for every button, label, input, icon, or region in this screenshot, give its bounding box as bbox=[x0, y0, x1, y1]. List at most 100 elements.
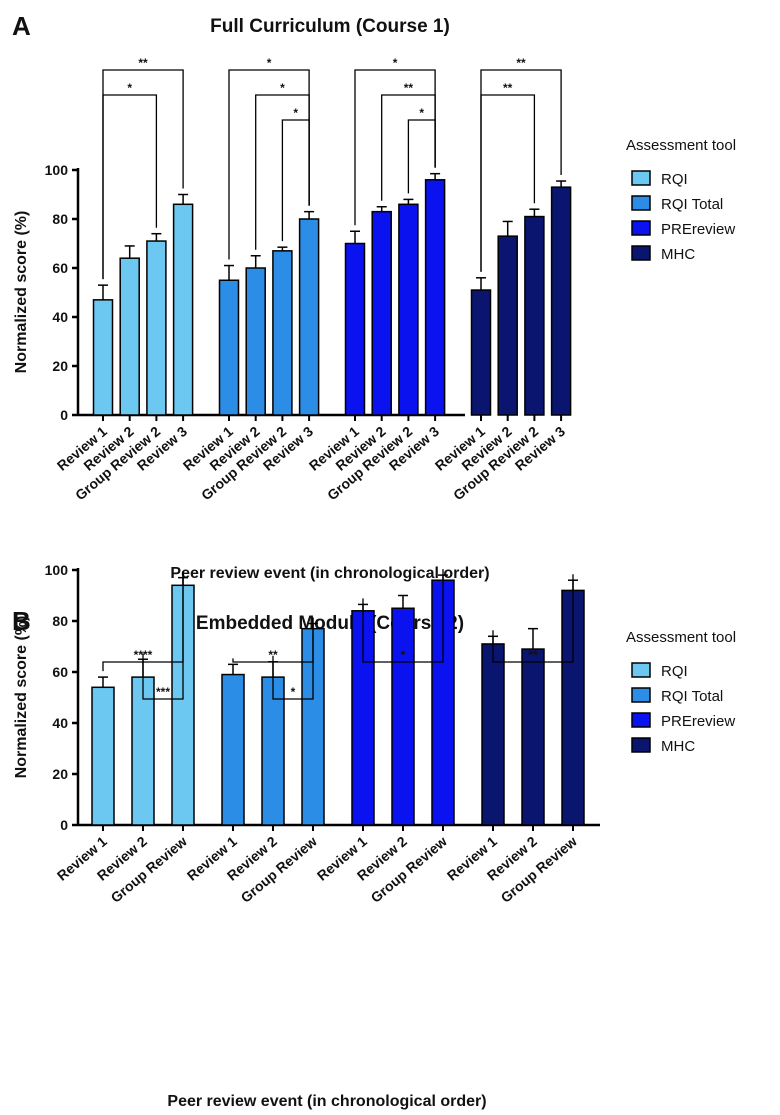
y-tick-label: 0 bbox=[60, 817, 68, 833]
bracket-line bbox=[142, 571, 184, 700]
significance-label: * bbox=[267, 56, 272, 70]
legend-label: MHC bbox=[661, 246, 695, 263]
significance-bracket: * bbox=[102, 81, 158, 280]
legend-label: PREreview bbox=[661, 713, 735, 730]
chart-panel-a: A Full Curriculum (Course 1) 0 20 40 60 80 100 N… bbox=[12, 11, 736, 582]
significance-label: * bbox=[280, 81, 285, 95]
y-axis-label: Normalized score (%) bbox=[13, 616, 30, 779]
bar bbox=[391, 607, 415, 826]
significance-bracket: ** bbox=[480, 56, 562, 272]
y-tick-label: 80 bbox=[52, 211, 68, 227]
x-axis-label: Peer review event (in chronological orde… bbox=[167, 1093, 486, 1110]
significance-bracket: * bbox=[228, 56, 310, 260]
significance-bracket: ** bbox=[492, 574, 574, 663]
bracket-line bbox=[354, 69, 436, 226]
significance-label: * bbox=[401, 648, 406, 662]
bar bbox=[470, 289, 492, 416]
panel-letter: B bbox=[12, 606, 31, 636]
significance-label: ** bbox=[268, 648, 278, 662]
bracket-line bbox=[480, 69, 562, 272]
y-tick-label: 100 bbox=[45, 562, 69, 578]
bar bbox=[371, 210, 392, 416]
legend: Assessment tool RQI RQI Total PREreview MHC bbox=[626, 629, 736, 755]
legend-label: RQI Total bbox=[661, 688, 723, 705]
bracket-line bbox=[102, 69, 184, 280]
y-tick-label: 20 bbox=[52, 766, 68, 782]
significance-bracket: * bbox=[354, 56, 436, 226]
bar bbox=[424, 179, 446, 416]
bracket-line bbox=[407, 119, 436, 194]
legend-label: RQI Total bbox=[661, 196, 723, 213]
y-tick-label: 60 bbox=[52, 664, 68, 680]
significance-label: * bbox=[127, 81, 132, 95]
significance-label: * bbox=[419, 106, 424, 120]
bar bbox=[172, 203, 194, 416]
significance-bracket: ** bbox=[480, 81, 536, 272]
significance-bracket: * bbox=[362, 569, 444, 663]
x-axis-label: Peer review event (in chronological orde… bbox=[170, 565, 489, 582]
bar bbox=[91, 686, 115, 826]
bar bbox=[92, 299, 114, 416]
bar bbox=[344, 242, 366, 416]
legend-title: Assessment tool bbox=[626, 137, 736, 154]
bar bbox=[550, 186, 572, 416]
panel-letter: A bbox=[12, 11, 31, 41]
significance-label: ** bbox=[404, 81, 414, 95]
bracket-line bbox=[281, 119, 310, 242]
significance-label: ** bbox=[503, 81, 513, 95]
y-tick-label: 100 bbox=[45, 162, 69, 178]
y-axis-label: Normalized score (%) bbox=[13, 211, 30, 374]
legend-label: MHC bbox=[661, 738, 695, 755]
legend-label: PREreview bbox=[661, 221, 735, 238]
bar bbox=[298, 218, 320, 416]
bar bbox=[119, 257, 140, 416]
legend-swatch bbox=[631, 662, 651, 678]
y-tick-label: 40 bbox=[52, 309, 68, 325]
legend-swatch bbox=[631, 245, 651, 261]
bracket-line bbox=[362, 569, 444, 663]
significance-bracket: *** bbox=[142, 571, 184, 700]
bracket-line bbox=[492, 574, 574, 663]
legend-swatch bbox=[631, 220, 651, 236]
bracket-line bbox=[102, 94, 158, 280]
significance-label: ** bbox=[516, 56, 526, 70]
y-tick-label: 60 bbox=[52, 260, 68, 276]
legend-label: RQI bbox=[661, 171, 688, 188]
chart-title: Embedded Module (Course 2) bbox=[196, 613, 464, 634]
y-tick-label: 0 bbox=[60, 407, 68, 423]
bar bbox=[524, 215, 545, 416]
bracket-line bbox=[228, 69, 310, 260]
significance-bracket: * bbox=[281, 106, 310, 242]
y-tick-label: 20 bbox=[52, 358, 68, 374]
y-tick-label: 40 bbox=[52, 715, 68, 731]
significance-bracket: ** bbox=[102, 56, 184, 280]
legend-swatch bbox=[631, 195, 651, 211]
legend-title: Assessment tool bbox=[626, 629, 736, 646]
legend-swatch bbox=[631, 687, 651, 703]
bracket-line bbox=[480, 94, 536, 272]
significance-label: ** bbox=[138, 56, 148, 70]
bracket-line bbox=[272, 617, 314, 700]
bar bbox=[245, 267, 266, 416]
legend-swatch bbox=[631, 712, 651, 728]
bar bbox=[272, 250, 293, 416]
bar bbox=[146, 240, 167, 416]
bar bbox=[221, 673, 245, 826]
legend-label: RQI bbox=[661, 663, 688, 680]
y-tick-label: 80 bbox=[52, 613, 68, 629]
bar bbox=[481, 643, 505, 826]
significance-label: *** bbox=[156, 685, 170, 699]
significance-label: * bbox=[293, 106, 298, 120]
bar bbox=[398, 203, 419, 416]
significance-label: * bbox=[393, 56, 398, 70]
chart-panel-b: B Embedded Module (Course 2) 0 20 40 60 80 100 N… bbox=[12, 562, 736, 1110]
bar bbox=[521, 648, 545, 826]
